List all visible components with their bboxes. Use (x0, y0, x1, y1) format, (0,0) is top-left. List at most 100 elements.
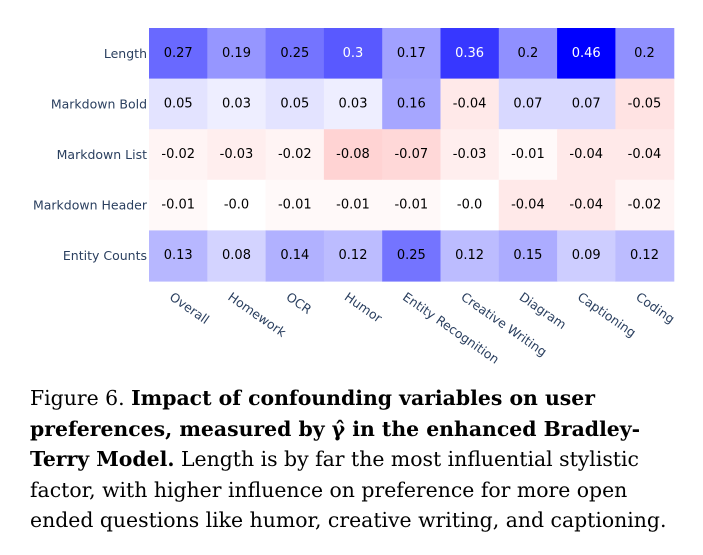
cell-value-label: 0.13 (164, 248, 193, 263)
cell-value-label: -0.01 (394, 198, 428, 213)
heatmap-cell (323, 129, 383, 181)
cell-value-label: 0.05 (164, 96, 193, 111)
cell-value-label: -0.03 (453, 147, 487, 162)
cell-value-label: -0.03 (220, 147, 254, 162)
heatmap-cell (265, 230, 325, 282)
cell-value-label: -0.08 (336, 147, 370, 162)
cell-value-label: 0.15 (513, 248, 542, 263)
heatmap-cell (382, 129, 442, 181)
heatmap-cell (382, 78, 442, 130)
heatmap-cell (323, 230, 383, 282)
cell-value-label: 0.07 (513, 96, 542, 111)
cell-value-label: -0.07 (394, 147, 428, 162)
cell-value-label: 0.12 (339, 248, 368, 263)
cell-value-label: -0.04 (569, 147, 603, 162)
caption-bold-title: Impact of confounding variables on user … (30, 386, 641, 471)
row-label: Length (104, 46, 147, 61)
column-label: Coding (633, 289, 677, 326)
cell-value-label: -0.04 (453, 96, 487, 111)
cell-value-label: 0.03 (222, 96, 251, 111)
cell-value-label: -0.05 (628, 96, 662, 111)
heatmap-cell (615, 230, 675, 282)
row-label: Entity Counts (63, 248, 147, 263)
cell-value-label: 0.14 (280, 248, 309, 263)
heatmap-cell (323, 179, 383, 231)
heatmap-cell (440, 78, 500, 130)
cell-value-label: -0.02 (161, 147, 195, 162)
heatmap-cell (615, 28, 675, 80)
heatmap-cell (382, 179, 442, 231)
heatmap-cell (265, 179, 325, 231)
cell-value-label: 0.12 (455, 248, 484, 263)
cell-value-label: 0.2 (634, 46, 655, 61)
column-label: Diagram (517, 289, 570, 332)
heatmap-cell (557, 179, 616, 231)
cell-value-label: 0.07 (572, 96, 601, 111)
heatmap-cell (440, 28, 500, 80)
heatmap-cell (265, 28, 325, 80)
cell-value-label: 0.25 (397, 248, 426, 263)
heatmap-cell (498, 230, 558, 282)
cell-value-label: -0.01 (511, 147, 545, 162)
heatmap-cell (615, 129, 675, 181)
heatmap-cell (557, 28, 616, 80)
cell-value-label: -0.01 (161, 198, 195, 213)
heatmap-cell (498, 28, 558, 80)
cell-value-label: 0.46 (572, 46, 601, 61)
column-label: Captioning (575, 289, 639, 340)
heatmap-cell (149, 179, 208, 231)
heatmap-cell (149, 129, 208, 181)
cell-value-label: -0.04 (569, 198, 603, 213)
column-label: Homework (225, 289, 289, 340)
row-labels: Length Markdown Bold Markdown List Markdown… (33, 46, 148, 263)
row-label: Markdown List (57, 147, 147, 162)
cell-value-label: -0.04 (628, 147, 662, 162)
cell-value-label: 0.3 (343, 46, 364, 61)
heatmap-cell (557, 78, 616, 130)
heatmap-cell (265, 78, 325, 130)
heatmap-cell (265, 129, 325, 181)
heatmap-cell (557, 129, 616, 181)
cell-value-label: 0.36 (455, 46, 484, 61)
heatmap-cell (498, 129, 558, 181)
column-label: Humor (342, 289, 386, 326)
cell-value-label: 0.05 (280, 96, 309, 111)
heatmap-cell (149, 28, 208, 80)
cell-value-label: 0.17 (397, 46, 426, 61)
heatmap-cell (382, 230, 442, 282)
heatmap-chart: 0.27 0.19 0.25 0.3 0.17 0.36 0.2 0.46 0.2 0.05 0.0… (33, 28, 678, 367)
heatmap-cell (440, 129, 500, 181)
cell-value-label: 0.08 (222, 248, 251, 263)
cell-value-label: 0.27 (164, 46, 193, 61)
cell-value-label: 0.2 (518, 46, 539, 61)
cell-value-label: -0.04 (511, 198, 545, 213)
heatmap-cell (498, 78, 558, 130)
row-label: Markdown Header (33, 198, 148, 213)
row-label: Markdown Bold (51, 96, 147, 111)
cell-value-label: 0.19 (222, 46, 251, 61)
cell-value-label: -0.02 (628, 198, 662, 213)
cell-value-label: -0.01 (278, 198, 312, 213)
heatmap-cell (615, 78, 675, 130)
cell-value-label: -0.0 (457, 198, 482, 213)
caption-body: Length is by far the most influential st… (30, 447, 667, 532)
cell-value-label: 0.16 (397, 96, 426, 111)
heatmap-cell (207, 179, 267, 231)
heatmap-cell (323, 28, 383, 80)
heatmap-cells: 0.27 0.19 0.25 0.3 0.17 0.36 0.2 0.46 0.2 0.05 0.0… (149, 28, 675, 282)
heatmap-cell (615, 179, 675, 231)
cell-value-label: 0.12 (630, 248, 659, 263)
column-label: Entity Recognition (400, 289, 502, 367)
column-label: Overall (167, 289, 212, 327)
cell-value-label: 0.25 (280, 46, 309, 61)
heatmap-cell (149, 230, 208, 282)
heatmap-cell (440, 230, 500, 282)
cell-value-label: 0.03 (339, 96, 368, 111)
column-label: OCR (284, 289, 315, 317)
caption-prefix: Figure 6. (30, 386, 125, 410)
cell-value-label: -0.01 (336, 198, 370, 213)
heatmap-cell (207, 129, 267, 181)
heatmap-cell (207, 230, 267, 282)
heatmap-cell (323, 78, 383, 130)
